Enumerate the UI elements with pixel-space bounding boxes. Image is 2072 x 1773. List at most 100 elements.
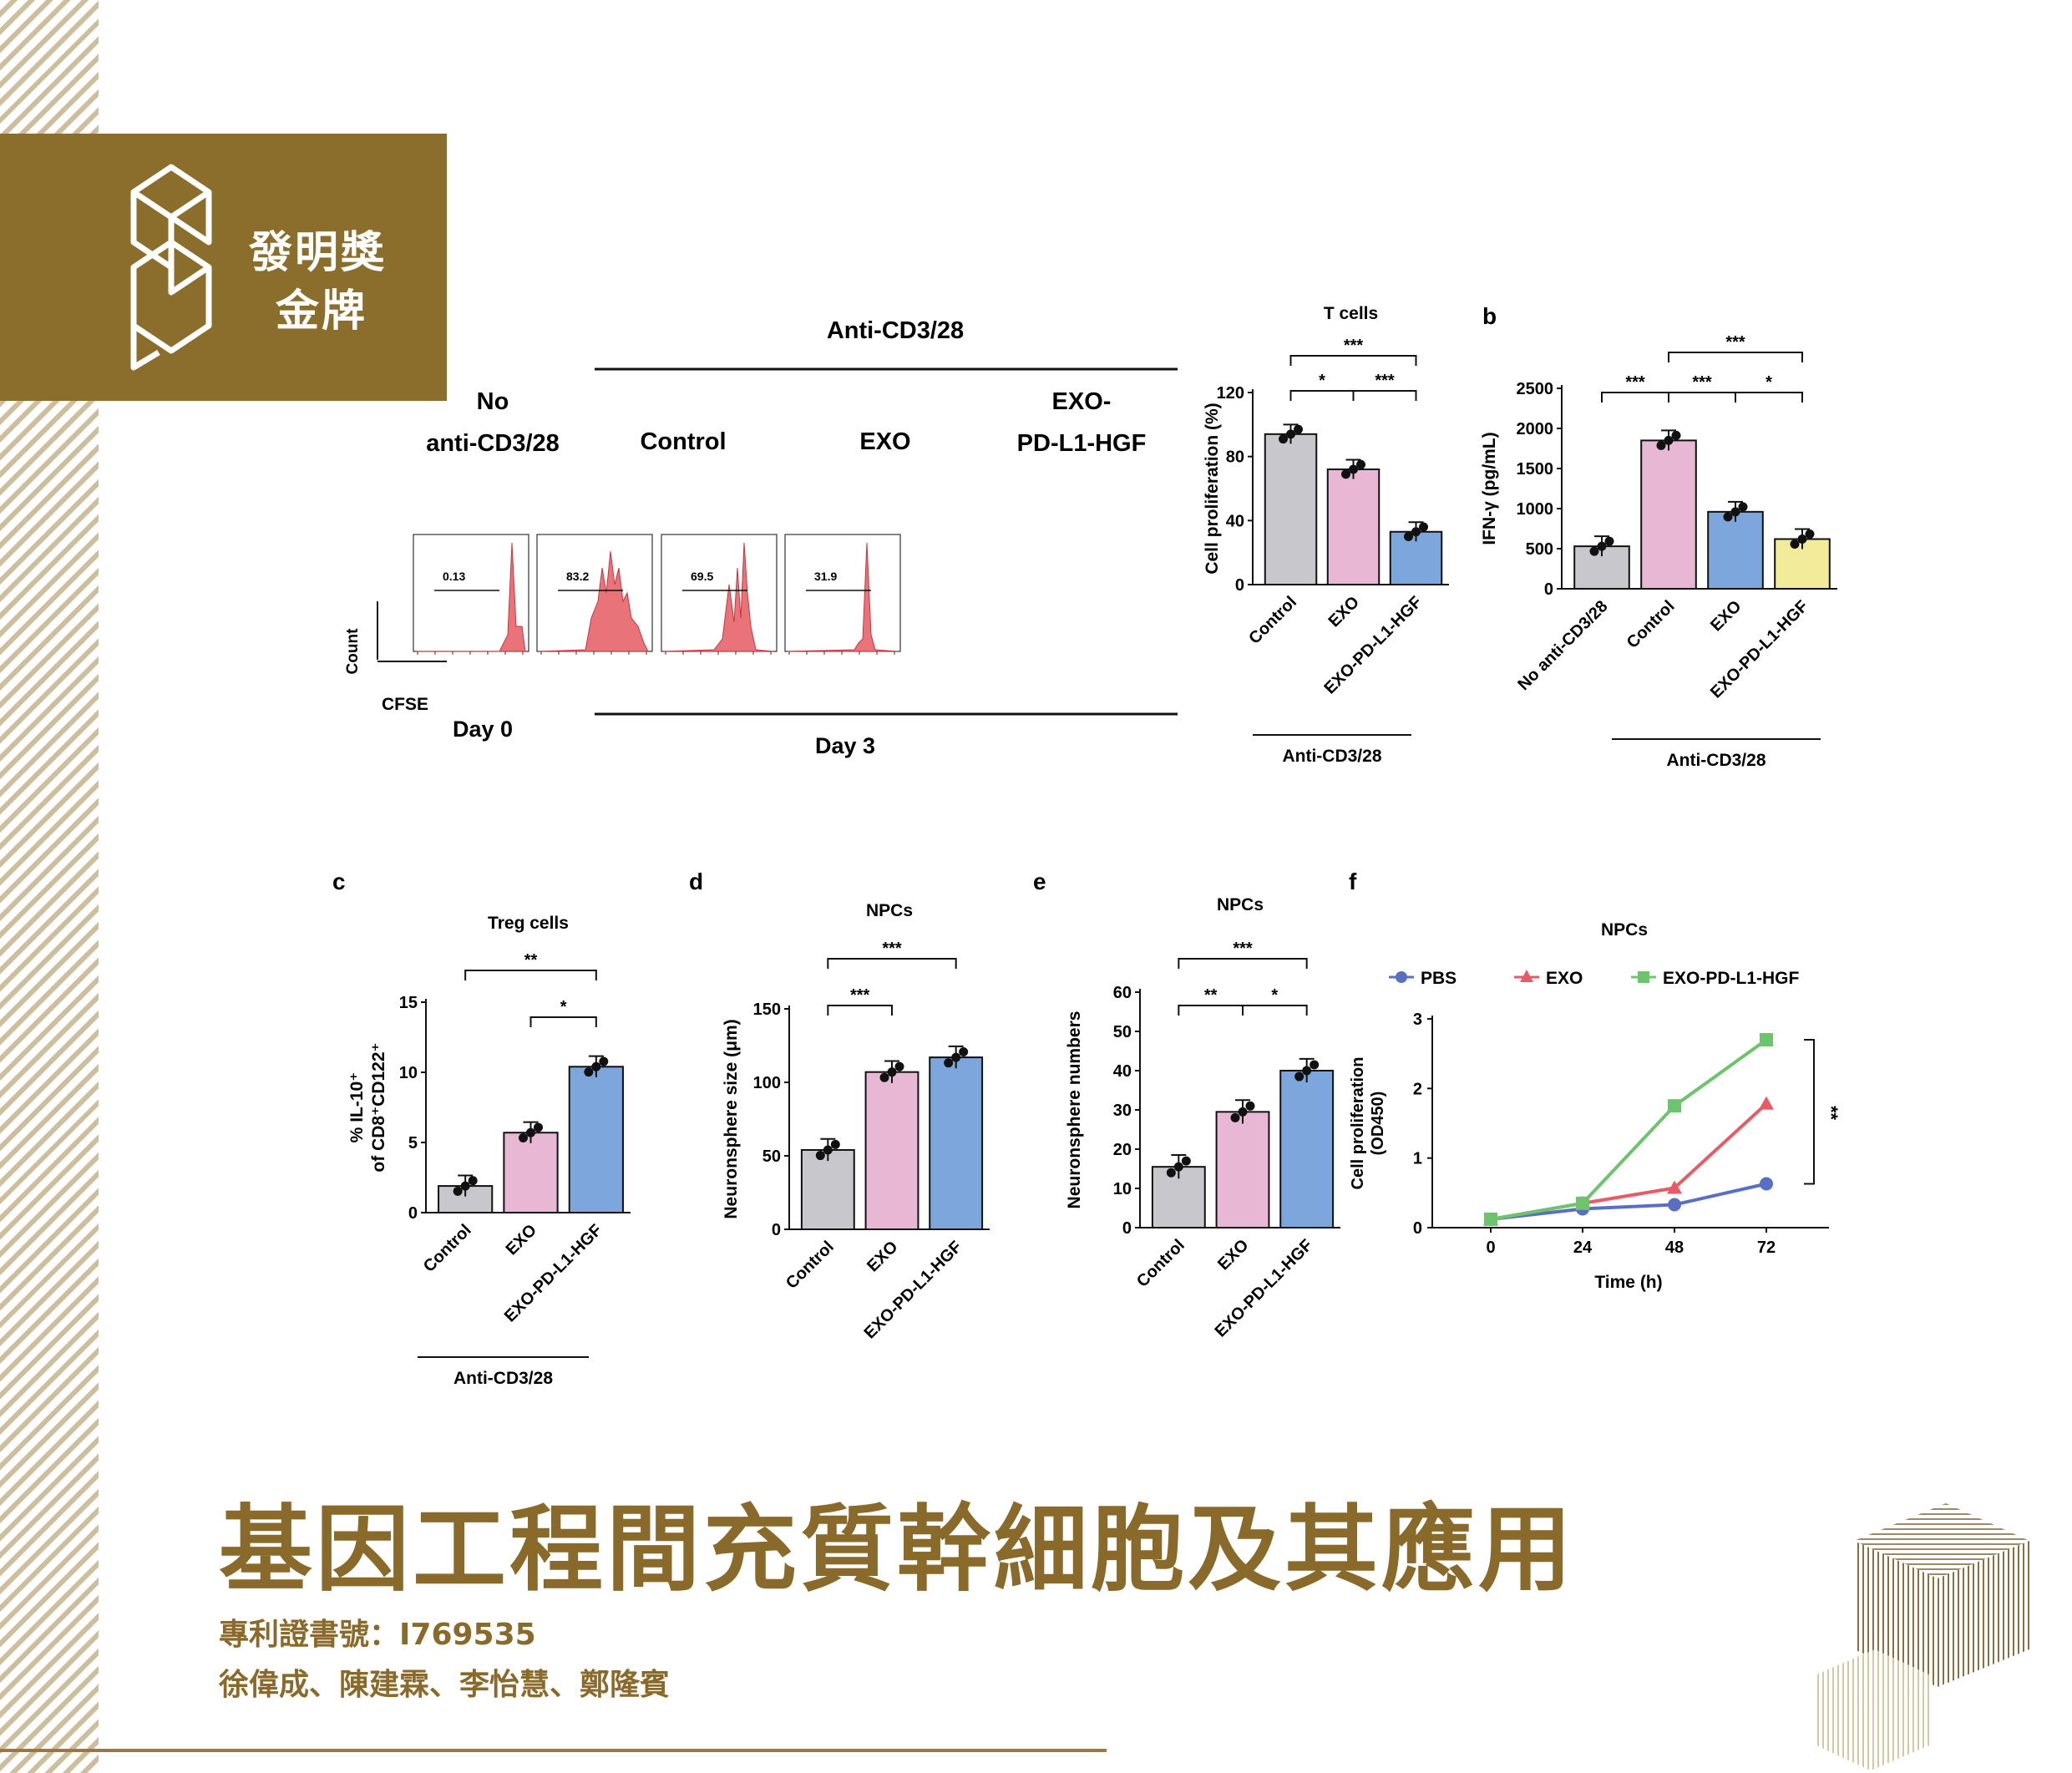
histogram-frame bbox=[785, 534, 900, 651]
significance-bracket bbox=[1178, 959, 1306, 969]
chart-title: NPCs bbox=[866, 901, 913, 920]
data-point bbox=[519, 1133, 528, 1142]
panel-letter: c bbox=[332, 869, 346, 894]
data-point bbox=[534, 1122, 543, 1132]
bar bbox=[1265, 434, 1317, 585]
x-tick-label: Control bbox=[1624, 597, 1679, 652]
bar bbox=[504, 1132, 557, 1213]
data-point bbox=[1294, 425, 1303, 434]
y-tick-label: 1500 bbox=[1517, 460, 1554, 479]
y-tick-label: 20 bbox=[1113, 1141, 1132, 1159]
significance-bracket bbox=[1804, 1040, 1814, 1184]
flow-label-no: No bbox=[477, 388, 509, 415]
badge-award-name: 發明獎 bbox=[249, 217, 387, 280]
y-tick-label: 3 bbox=[1413, 1011, 1422, 1029]
significance-bracket bbox=[531, 1017, 596, 1027]
y-tick-label: 1000 bbox=[1517, 500, 1554, 519]
flow-label-exopd-2: PD-L1-HGF bbox=[1017, 430, 1147, 457]
significance-label: *** bbox=[1375, 372, 1395, 390]
y-tick-label: 40 bbox=[1226, 512, 1244, 530]
x-tick-label: Control bbox=[420, 1221, 475, 1276]
significance-bracket bbox=[1291, 391, 1354, 401]
y-tick-label: 100 bbox=[753, 1074, 781, 1092]
significance-label: * bbox=[1766, 373, 1772, 392]
significance-bracket bbox=[828, 1006, 892, 1016]
data-point bbox=[599, 1056, 608, 1066]
data-point bbox=[1294, 1072, 1304, 1082]
chart-neuronsphere-numbers: 0102030405060ControlEXOEXO-PD-L1-HGFNPCs… bbox=[1031, 869, 1365, 1403]
flow-cfse-label: CFSE bbox=[382, 695, 428, 714]
x-tick-label: Control bbox=[783, 1238, 838, 1293]
y-tick-label: 10 bbox=[399, 1064, 418, 1082]
x-tick-label: 48 bbox=[1665, 1239, 1684, 1257]
x-tick-label: 0 bbox=[1486, 1239, 1495, 1257]
chart-treg-cells: 051015ControlEXOEXO-PD-L1-HGFTreg cells%… bbox=[326, 869, 660, 1411]
data-point bbox=[944, 1058, 953, 1067]
x-tick-label: EXO bbox=[864, 1238, 901, 1275]
series-point bbox=[1760, 1033, 1773, 1046]
page-title: 基因工程間充質幹細胞及其應用 bbox=[219, 1474, 1575, 1609]
histogram-peak bbox=[664, 543, 773, 651]
data-point bbox=[1302, 1066, 1311, 1076]
data-point bbox=[1731, 507, 1740, 516]
x-tick-label: EXO bbox=[1707, 597, 1745, 635]
y-tick-label: 15 bbox=[399, 994, 418, 1012]
data-point bbox=[1310, 1060, 1319, 1069]
data-point bbox=[1598, 542, 1607, 551]
gate-value: 0.13 bbox=[443, 570, 465, 583]
x-tick-label: EXO bbox=[503, 1221, 540, 1259]
histogram-peak bbox=[540, 551, 648, 651]
significance-label: *** bbox=[1625, 373, 1645, 392]
data-point bbox=[1791, 539, 1800, 549]
histogram-peak bbox=[788, 543, 897, 651]
y-tick-label: 2 bbox=[1413, 1080, 1422, 1098]
data-point bbox=[1657, 441, 1666, 450]
flow-label-exo: EXO bbox=[859, 428, 910, 455]
y-tick-label: 0 bbox=[1235, 576, 1244, 595]
icp-logo-icon bbox=[117, 159, 225, 376]
legend-marker bbox=[1396, 971, 1407, 983]
legend-label: EXO-PD-L1-HGF bbox=[1663, 969, 1800, 988]
y-tick-label: 30 bbox=[1113, 1102, 1132, 1120]
data-point bbox=[1739, 502, 1748, 511]
significance-label: ** bbox=[1821, 1106, 1841, 1121]
significance-bracket bbox=[1178, 1006, 1243, 1016]
series-line bbox=[1491, 1104, 1766, 1219]
data-point bbox=[1724, 512, 1733, 521]
flow-label-exopd-1: EXO- bbox=[1052, 388, 1112, 415]
series-point bbox=[1484, 1213, 1497, 1226]
histogram-0: 0.13 bbox=[413, 534, 529, 655]
significance-bracket bbox=[1735, 393, 1802, 403]
y-axis-label-2: of CD8⁺CD122⁺ bbox=[369, 1042, 388, 1172]
y-axis-label: Cell proliferation bbox=[1349, 1057, 1367, 1190]
x-tick-label: Control bbox=[1133, 1236, 1188, 1291]
series-point bbox=[1668, 1099, 1681, 1112]
bar bbox=[930, 1057, 982, 1229]
significance-label: ** bbox=[1204, 986, 1218, 1005]
significance-bracket bbox=[1291, 356, 1416, 366]
data-point bbox=[1182, 1157, 1191, 1166]
y-tick-label: 2500 bbox=[1517, 380, 1554, 398]
significance-bracket bbox=[828, 959, 955, 969]
flow-day0-label: Day 0 bbox=[453, 717, 513, 742]
y-axis-label: IFN-γ (pg/mL) bbox=[1480, 432, 1499, 545]
x-tick-label: EXO bbox=[1214, 1236, 1252, 1274]
chart-t-cells: 04080120ControlEXOEXO-PD-L1-HGFT cellsCe… bbox=[1194, 301, 1462, 777]
data-point bbox=[469, 1176, 478, 1185]
chart-ifn-gamma: 05001000150020002500No anti-CD3/28Contro… bbox=[1470, 301, 1854, 785]
x-axis-label: Time (h) bbox=[1594, 1273, 1662, 1292]
bar bbox=[1328, 469, 1380, 585]
x-tick-label: 72 bbox=[1757, 1239, 1776, 1257]
chart-title: NPCs bbox=[1601, 920, 1648, 940]
data-point bbox=[1672, 431, 1681, 440]
significance-label: * bbox=[1319, 372, 1325, 390]
data-point bbox=[888, 1067, 897, 1076]
significance-label: *** bbox=[1233, 940, 1253, 958]
y-tick-label: 60 bbox=[1113, 984, 1132, 1002]
data-point bbox=[1239, 1107, 1248, 1117]
significance-bracket bbox=[1669, 352, 1802, 362]
data-point bbox=[1664, 436, 1674, 445]
data-point bbox=[526, 1128, 535, 1137]
series-point bbox=[1760, 1178, 1773, 1191]
data-point bbox=[1167, 1168, 1176, 1178]
